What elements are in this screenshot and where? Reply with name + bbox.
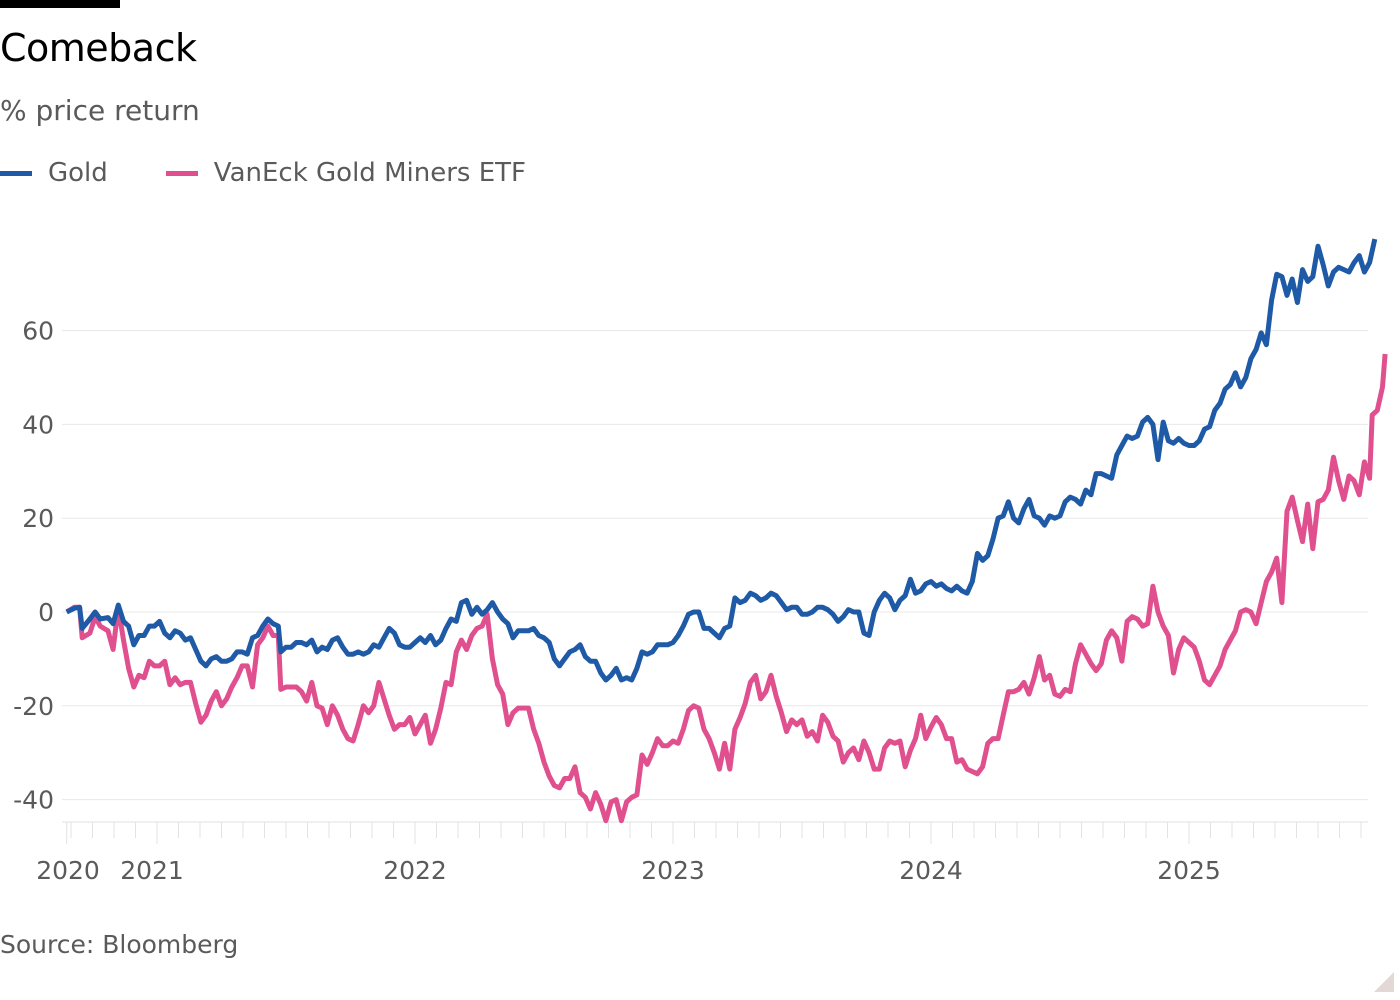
x-tick-label: 2021 — [120, 856, 184, 885]
series-line-miners — [65, 353, 1388, 824]
x-tick-label: 2020 — [36, 856, 100, 885]
gridlines — [62, 330, 1368, 801]
y-tick-label: -20 — [13, 692, 54, 721]
y-tick-label: 60 — [22, 317, 54, 346]
legend-swatch-gold — [0, 170, 32, 176]
y-tick-label: 20 — [22, 504, 54, 533]
legend-label-gold: Gold — [48, 158, 108, 188]
legend-item-miners: VanEck Gold Miners ETF — [165, 158, 526, 188]
legend-label-miners: VanEck Gold Miners ETF — [213, 158, 526, 188]
series-line-gold — [65, 238, 1378, 683]
legend-item-gold: Gold — [0, 158, 108, 188]
y-tick-label: 40 — [22, 410, 54, 439]
x-tick-label: 2025 — [1157, 856, 1221, 885]
x-tick-label: 2022 — [383, 856, 447, 885]
x-tick-label: 2024 — [899, 856, 963, 885]
y-tick-label: 0 — [38, 598, 54, 627]
x-axis: 2020 2021 2022 2023 2024 2025 — [36, 821, 1368, 885]
legend: Gold VanEck Gold Miners ETF — [0, 155, 584, 191]
chart-subtitle: % price return — [0, 94, 200, 127]
legend-swatch-miners — [165, 170, 198, 176]
y-tick-label: -40 — [13, 786, 54, 815]
brand-bar — [0, 0, 120, 8]
chart-title: Comeback — [0, 26, 197, 70]
source-note: Source: Bloomberg — [0, 930, 239, 959]
x-tick-label: 2023 — [641, 856, 705, 885]
y-axis: -40 -20 0 20 40 60 — [13, 317, 54, 815]
corner-mark — [1374, 972, 1394, 992]
series-lines — [65, 238, 1388, 824]
